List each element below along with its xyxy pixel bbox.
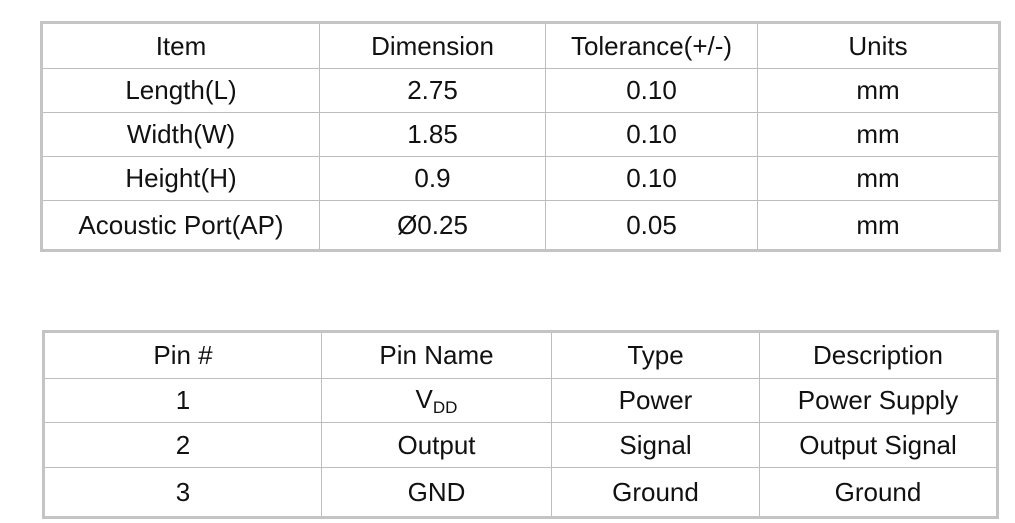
header-type: Type xyxy=(551,331,760,379)
item-cell: Width(W) xyxy=(41,112,320,157)
header-description: Description xyxy=(759,331,998,379)
item-cell: Length(L) xyxy=(41,68,320,113)
pin-name-cell: VDD xyxy=(321,378,552,423)
type-cell: Ground xyxy=(551,467,760,518)
dimension-cell: Ø0.25 xyxy=(319,200,546,251)
tolerance-cell: 0.10 xyxy=(545,68,758,113)
units-cell: mm xyxy=(757,200,1000,251)
pin-number-cell: 3 xyxy=(43,467,322,518)
header-units: Units xyxy=(757,22,1000,69)
pin-number-cell: 2 xyxy=(43,422,322,468)
description-cell: Power Supply xyxy=(759,378,998,423)
pin-table: Pin # Pin Name Type Description 1 VDD Po… xyxy=(42,330,999,519)
pin-name-cell: GND xyxy=(321,467,552,518)
units-cell: mm xyxy=(757,112,1000,157)
table-row: 2 Output Signal Output Signal xyxy=(43,422,998,468)
description-cell: Output Signal xyxy=(759,422,998,468)
dimensions-header-row: Item Dimension Tolerance(+/-) Units xyxy=(41,22,1000,69)
dimension-cell: 0.9 xyxy=(319,156,546,201)
pin-name-main: V xyxy=(415,383,433,414)
item-cell: Height(H) xyxy=(41,156,320,201)
table-row: 3 GND Ground Ground xyxy=(43,467,998,518)
header-pin-name: Pin Name xyxy=(321,331,552,379)
table-row: 1 VDD Power Power Supply xyxy=(43,378,998,423)
dimensions-table: Item Dimension Tolerance(+/-) Units Leng… xyxy=(40,21,1001,252)
description-cell: Ground xyxy=(759,467,998,518)
type-cell: Signal xyxy=(551,422,760,468)
header-item: Item xyxy=(41,22,320,69)
units-cell: mm xyxy=(757,68,1000,113)
units-cell: mm xyxy=(757,156,1000,201)
pin-number-cell: 1 xyxy=(43,378,322,423)
header-tolerance: Tolerance(+/-) xyxy=(545,22,758,69)
pin-header-row: Pin # Pin Name Type Description xyxy=(43,331,998,379)
header-pin-number: Pin # xyxy=(43,331,322,379)
pin-name-cell: Output xyxy=(321,422,552,468)
pin-name-subscript: DD xyxy=(432,397,458,417)
tolerance-cell: 0.10 xyxy=(545,156,758,201)
tolerance-cell: 0.10 xyxy=(545,112,758,157)
item-cell: Acoustic Port(AP) xyxy=(41,200,320,251)
tolerance-cell: 0.05 xyxy=(545,200,758,251)
table-row: Acoustic Port(AP) Ø0.25 0.05 mm xyxy=(41,200,1000,251)
table-row: Width(W) 1.85 0.10 mm xyxy=(41,112,1000,157)
header-dimension: Dimension xyxy=(319,22,546,69)
type-cell: Power xyxy=(551,378,760,423)
table-row: Length(L) 2.75 0.10 mm xyxy=(41,68,1000,113)
dimension-cell: 2.75 xyxy=(319,68,546,113)
table-row: Height(H) 0.9 0.10 mm xyxy=(41,156,1000,201)
dimension-cell: 1.85 xyxy=(319,112,546,157)
